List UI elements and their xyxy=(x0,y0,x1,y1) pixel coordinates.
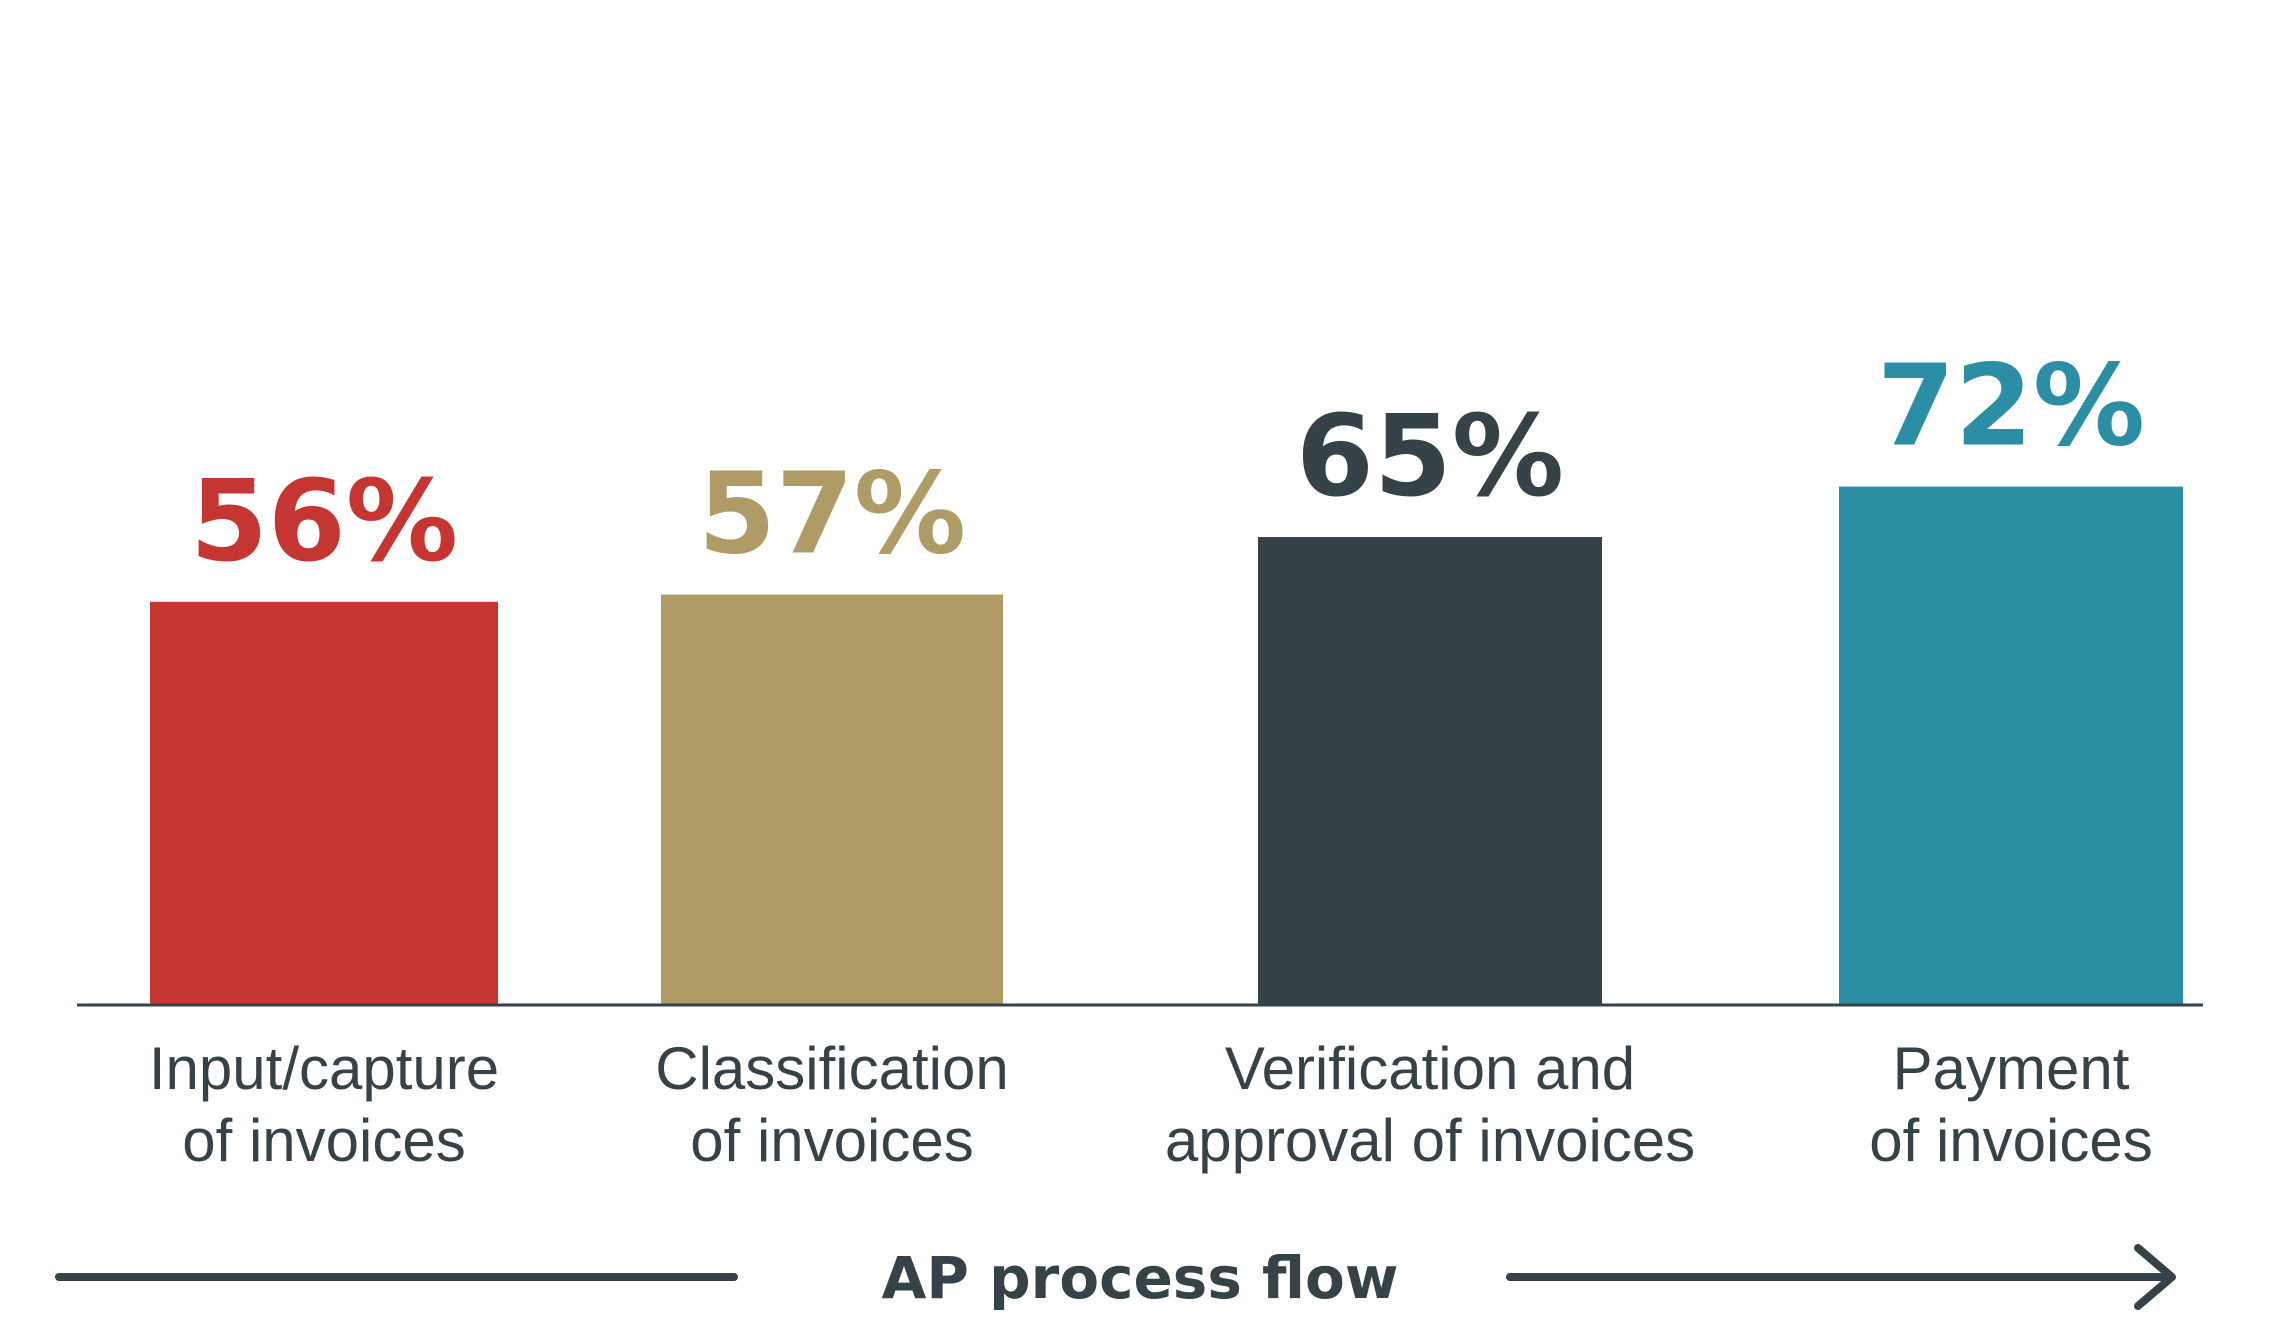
value-label-3: 65% xyxy=(1296,392,1564,522)
category-label-1-line-2: of invoices xyxy=(182,1107,465,1174)
category-label-4-line-2: of invoices xyxy=(1869,1107,2152,1174)
category-label-4-line-1: Payment xyxy=(1893,1035,2130,1102)
bars-group xyxy=(150,486,2183,1006)
value-label-1: 56% xyxy=(190,457,458,587)
bar-4 xyxy=(1839,486,2183,1006)
value-label-4: 72% xyxy=(1877,342,2145,472)
bar-2 xyxy=(661,594,1003,1005)
arrow-right-icon xyxy=(2134,1244,2176,1310)
value-label-2: 57% xyxy=(698,450,966,580)
flow-label: AP process flow xyxy=(882,1244,1399,1312)
category-label-3-line-2: approval of invoices xyxy=(1165,1107,1695,1174)
category-label-2-line-2: of invoices xyxy=(690,1107,973,1174)
category-label-1-line-1: Input/capture xyxy=(149,1035,499,1102)
category-label-3-line-1: Verification and xyxy=(1225,1035,1635,1102)
bar-1 xyxy=(150,601,498,1005)
category-label-2-line-1: Classification xyxy=(655,1035,1008,1102)
value-labels-group: 56% 57% 65% 72% xyxy=(190,342,2145,587)
bar-3 xyxy=(1258,537,1602,1005)
